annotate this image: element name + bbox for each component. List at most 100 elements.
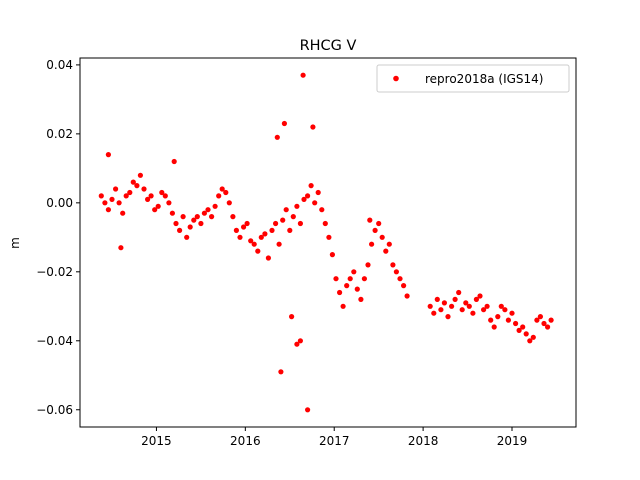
data-point: [118, 245, 124, 251]
data-point: [280, 217, 286, 223]
data-point: [105, 152, 111, 158]
data-point: [401, 283, 407, 289]
data-point: [466, 303, 472, 309]
data-point: [441, 300, 447, 306]
legend: repro2018a (IGS14): [376, 64, 570, 93]
data-point: [473, 296, 479, 302]
data-point: [205, 207, 211, 213]
data-point: [484, 303, 490, 309]
data-point: [173, 220, 179, 227]
data-point: [226, 200, 232, 206]
x-tick-label: 2016: [230, 434, 261, 448]
data-point: [244, 220, 250, 227]
data-point: [379, 234, 385, 240]
data-point: [177, 227, 183, 233]
data-point: [456, 289, 462, 296]
data-point: [187, 224, 193, 230]
data-point: [530, 334, 536, 340]
data-point: [141, 186, 147, 192]
data-point: [449, 303, 455, 309]
data-point: [319, 207, 325, 213]
data-point: [386, 241, 392, 247]
data-point: [276, 241, 282, 247]
data-point: [322, 220, 328, 227]
data-point: [427, 303, 433, 309]
legend-label: repro2018a (IGS14): [425, 72, 543, 86]
data-point: [365, 262, 371, 268]
data-point: [301, 196, 307, 202]
data-point: [130, 179, 136, 185]
data-point: [520, 324, 526, 330]
data-point: [513, 320, 519, 327]
data-point: [333, 276, 339, 282]
data-point: [340, 303, 346, 309]
data-point: [509, 310, 515, 316]
y-axis-label: m: [8, 237, 22, 249]
data-point: [137, 172, 143, 178]
data-point: [105, 207, 111, 213]
plot-frame: [79, 57, 577, 428]
data-point: [248, 238, 254, 244]
data-point: [120, 210, 126, 216]
data-point: [148, 193, 154, 199]
data-point: [159, 189, 165, 196]
data-point: [431, 310, 437, 316]
data-point: [134, 183, 140, 189]
data-point: [351, 269, 357, 275]
data-point: [166, 200, 172, 206]
data-point: [534, 317, 540, 323]
data-point: [393, 269, 399, 275]
data-point: [537, 314, 544, 320]
data-point: [548, 317, 554, 323]
data-point: [300, 72, 306, 78]
data-points: [98, 72, 554, 413]
y-tick-label: 0.00: [46, 196, 73, 210]
data-point: [281, 120, 287, 127]
data-point: [294, 341, 300, 347]
data-point: [102, 200, 108, 206]
x-tick-label: 2019: [497, 434, 528, 448]
x-axis: 2015 2016 2017 2018 2019: [141, 427, 527, 448]
y-axis: −0.06 −0.04 −0.02 0.00 0.02 0.04: [36, 58, 80, 417]
data-point: [354, 286, 360, 292]
y-tick-label: −0.02: [36, 265, 73, 279]
chart-title: RHCG V: [300, 38, 357, 54]
data-point: [230, 214, 236, 220]
data-point: [113, 186, 119, 192]
data-point: [152, 207, 158, 213]
data-point: [495, 314, 501, 320]
data-point: [315, 189, 321, 196]
data-point: [251, 241, 257, 247]
data-point: [305, 193, 311, 199]
data-point: [169, 210, 175, 216]
data-point: [212, 203, 218, 209]
data-point: [109, 196, 115, 202]
data-point: [404, 293, 410, 299]
data-point: [287, 227, 293, 233]
data-point: [233, 227, 239, 233]
data-point: [127, 189, 133, 196]
data-point: [265, 255, 271, 261]
data-point: [305, 407, 311, 413]
data-point: [390, 262, 396, 268]
data-point: [438, 307, 444, 313]
data-point: [98, 193, 104, 199]
data-point: [237, 234, 243, 240]
y-tick-label: −0.04: [36, 334, 73, 348]
data-point: [376, 220, 382, 227]
y-tick-label: −0.06: [36, 403, 73, 417]
data-point: [191, 217, 197, 223]
data-point: [372, 227, 378, 233]
data-point: [223, 189, 229, 196]
data-point: [516, 327, 522, 333]
data-point: [369, 241, 375, 247]
data-point: [241, 224, 247, 230]
data-point: [358, 296, 364, 302]
data-point: [198, 220, 204, 227]
data-point: [308, 183, 314, 189]
data-point: [477, 293, 483, 299]
data-point: [294, 203, 300, 209]
data-point: [344, 283, 350, 289]
data-point: [116, 200, 122, 206]
